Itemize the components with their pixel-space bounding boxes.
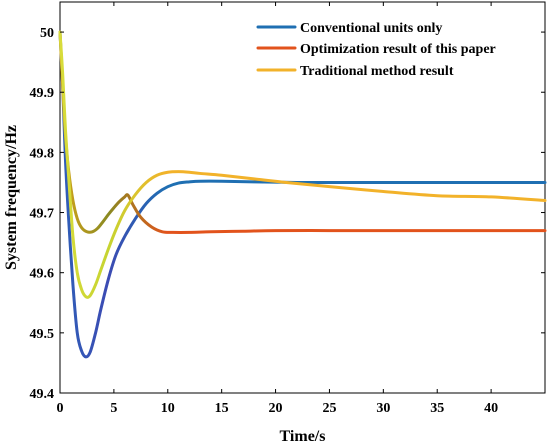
y-tick-label: 50 <box>40 26 54 41</box>
traditional-method-series-line <box>58 30 547 299</box>
y-tick-label: 49.4 <box>30 387 55 402</box>
x-tick-label: 30 <box>376 401 390 416</box>
y-tick-label: 49.9 <box>30 86 55 101</box>
conventional-units-series-line <box>58 30 547 359</box>
legend-label: Conventional units only <box>300 21 442 36</box>
legend-label: Optimization result of this paper <box>300 42 496 57</box>
x-tick-label: 35 <box>430 401 444 416</box>
x-tick-label: 5 <box>110 401 117 416</box>
x-axis-label: Time/s <box>280 428 326 445</box>
x-tick-label: 40 <box>484 401 498 416</box>
x-tick-label: 15 <box>215 401 229 416</box>
x-tick-label: 0 <box>57 401 64 416</box>
x-tick-label: 10 <box>161 401 175 416</box>
legend-item-traditional-method: Traditional method result <box>256 64 454 79</box>
legend-label: Traditional method result <box>300 64 454 79</box>
y-tick-label: 49.7 <box>30 207 55 222</box>
optimization-result-series-line <box>58 30 547 234</box>
y-axis-label: System frequency/Hz <box>3 125 20 270</box>
x-tick-label: 20 <box>269 401 283 416</box>
legend-item-optimization-result: Optimization result of this paper <box>256 42 496 57</box>
y-tick-label: 49.8 <box>30 146 55 161</box>
plot-area-frame <box>59 1 546 394</box>
legend-item-conventional-units: Conventional units only <box>256 21 442 36</box>
y-tick-label: 49.5 <box>30 327 55 342</box>
x-tick-label: 25 <box>322 401 336 416</box>
y-tick-label: 49.6 <box>30 267 55 282</box>
